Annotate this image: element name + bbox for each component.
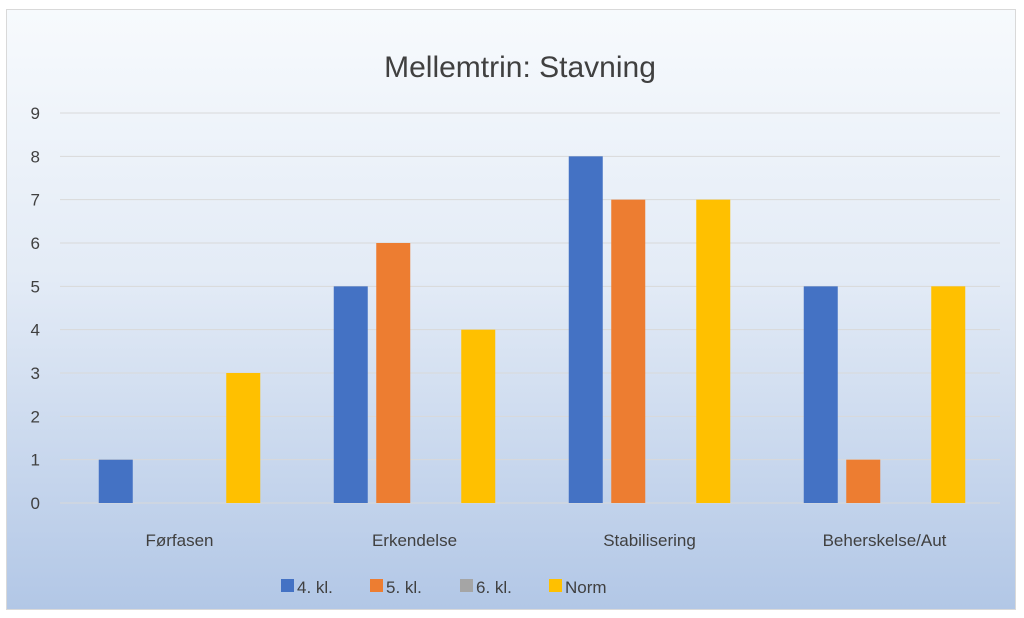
legend-swatch <box>281 579 294 592</box>
y-tick-label: 0 <box>31 494 40 513</box>
bar <box>611 199 646 503</box>
y-tick-label: 9 <box>31 104 40 123</box>
x-category-label: Stabilisering <box>603 531 696 550</box>
legend-label: Norm <box>565 578 607 597</box>
legend-swatch <box>549 579 562 592</box>
x-category-label: Erkendelse <box>372 531 457 550</box>
bar <box>226 373 261 503</box>
y-tick-label: 2 <box>31 407 40 426</box>
legend-label: 6. kl. <box>476 578 512 597</box>
y-tick-label: 4 <box>31 321 40 340</box>
bar <box>333 286 368 503</box>
y-tick-label: 3 <box>31 364 40 383</box>
chart-title: Mellemtrin: Stavning <box>384 51 656 84</box>
x-category-label: Førfasen <box>145 531 213 550</box>
bar <box>376 243 411 503</box>
legend-swatch <box>370 579 383 592</box>
x-category-label: Beherskelse/Aut <box>823 531 947 550</box>
bar <box>461 329 496 503</box>
bar <box>696 199 731 503</box>
legend-label: 5. kl. <box>386 578 422 597</box>
x-axis-categories: Førfasen Erkendelse Stabilisering Beherskel… <box>145 531 946 550</box>
y-tick-label: 7 <box>31 191 40 210</box>
legend-swatch <box>460 579 473 592</box>
bar <box>846 459 881 503</box>
bar <box>931 286 966 503</box>
bar <box>803 286 838 503</box>
bar <box>98 459 133 503</box>
y-axis-ticks: 0 1 2 3 4 5 6 7 8 9 <box>31 104 40 513</box>
y-tick-label: 5 <box>31 277 40 296</box>
y-tick-label: 6 <box>31 234 40 253</box>
y-tick-label: 8 <box>31 147 40 166</box>
bars <box>98 156 966 504</box>
legend-label: 4. kl. <box>297 578 333 597</box>
gridlines <box>60 112 1000 504</box>
y-tick-label: 1 <box>31 451 40 470</box>
bar <box>568 156 603 504</box>
legend: 4. kl. 5. kl. 6. kl. Norm <box>281 578 607 597</box>
chart-area <box>6 9 1016 610</box>
